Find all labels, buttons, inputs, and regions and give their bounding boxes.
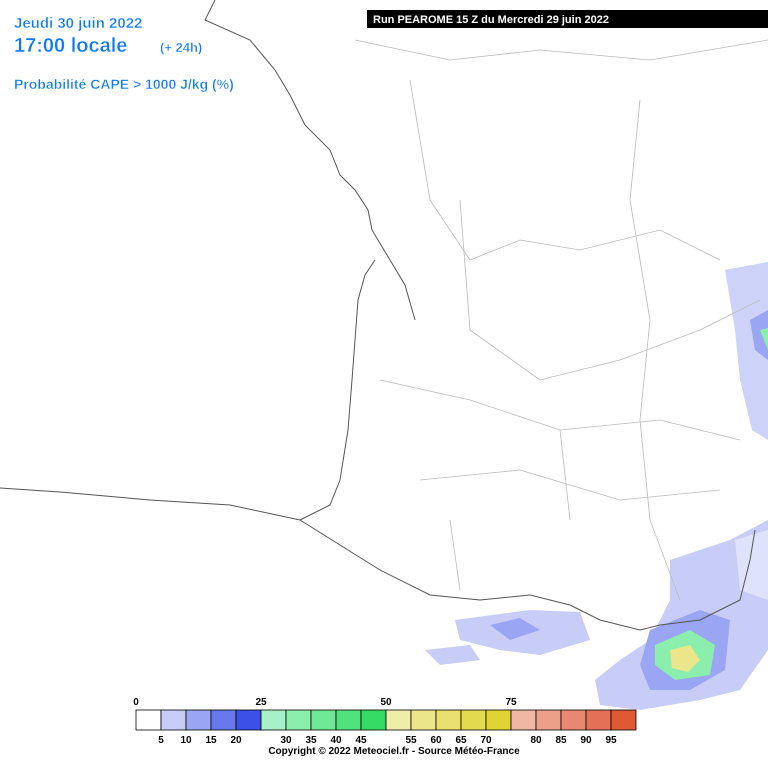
legend-swatch <box>485 709 512 731</box>
legend-swatch <box>335 709 362 731</box>
legend-major-label: 25 <box>255 697 267 708</box>
legend-swatch <box>585 709 612 731</box>
legend-swatch <box>135 709 162 731</box>
legend-swatch <box>460 709 487 731</box>
legend-minor-label: 15 <box>205 735 217 746</box>
regions <box>354 39 768 601</box>
legend-swatch <box>435 709 462 731</box>
parameter: Probabilité CAPE > 1000 J/kg (%) <box>14 76 234 92</box>
run: Run PEAROME 15 Z du Mercredi 29 juin 202… <box>373 14 609 26</box>
legend-minor-label: 5 <box>158 735 164 746</box>
legend-minor-label: 95 <box>605 735 617 746</box>
legend-minor-label: 60 <box>430 735 442 746</box>
legend-swatch <box>210 709 237 731</box>
copyright: Copyright © 2022 Meteociel.fr - Source M… <box>268 746 520 757</box>
legend-minor-label: 45 <box>355 735 367 746</box>
legend-swatch <box>560 709 587 731</box>
legend-swatch <box>385 709 412 731</box>
date: Jeudi 30 juin 2022 <box>14 15 142 32</box>
legend-swatch <box>260 709 287 731</box>
legend-minor-label: 90 <box>580 735 592 746</box>
legend-major-label: 50 <box>380 697 392 708</box>
legend-minor-label: 30 <box>280 735 292 746</box>
legend-minor-label: 65 <box>455 735 467 746</box>
legend-swatch <box>310 709 337 731</box>
legend-minor-label: 20 <box>230 735 242 746</box>
legend-minor-label: 80 <box>530 735 542 746</box>
legend-minor-label: 35 <box>305 735 317 746</box>
offset: (+ 24h) <box>160 40 202 55</box>
time: 17:00 locale <box>14 35 127 57</box>
legend: 0 25 50 75 5 10 15 20 30 35 40 45 55 60 65 70 80 85 90 95 <box>132 696 637 747</box>
precip-areas <box>425 262 768 710</box>
legend-swatch <box>235 709 262 731</box>
legend-major-label: 75 <box>505 697 517 708</box>
legend-minor-label: 40 <box>330 735 342 746</box>
legend-swatch <box>410 709 437 731</box>
boundaries <box>0 0 756 631</box>
legend-swatch <box>285 709 312 731</box>
legend-minor-label: 10 <box>180 735 192 746</box>
legend-minor-label: 55 <box>405 735 417 746</box>
legend-swatch <box>360 709 387 731</box>
legend-minor-label: 70 <box>480 735 492 746</box>
legend-swatch <box>610 709 637 731</box>
legend-swatch <box>510 709 537 731</box>
run-box <box>367 10 768 28</box>
legend-swatch <box>160 709 187 731</box>
legend-major-label: 0 <box>133 697 139 708</box>
legend-swatch <box>535 709 562 731</box>
legend-minor-label: 85 <box>555 735 567 746</box>
legend-swatch <box>185 709 212 731</box>
